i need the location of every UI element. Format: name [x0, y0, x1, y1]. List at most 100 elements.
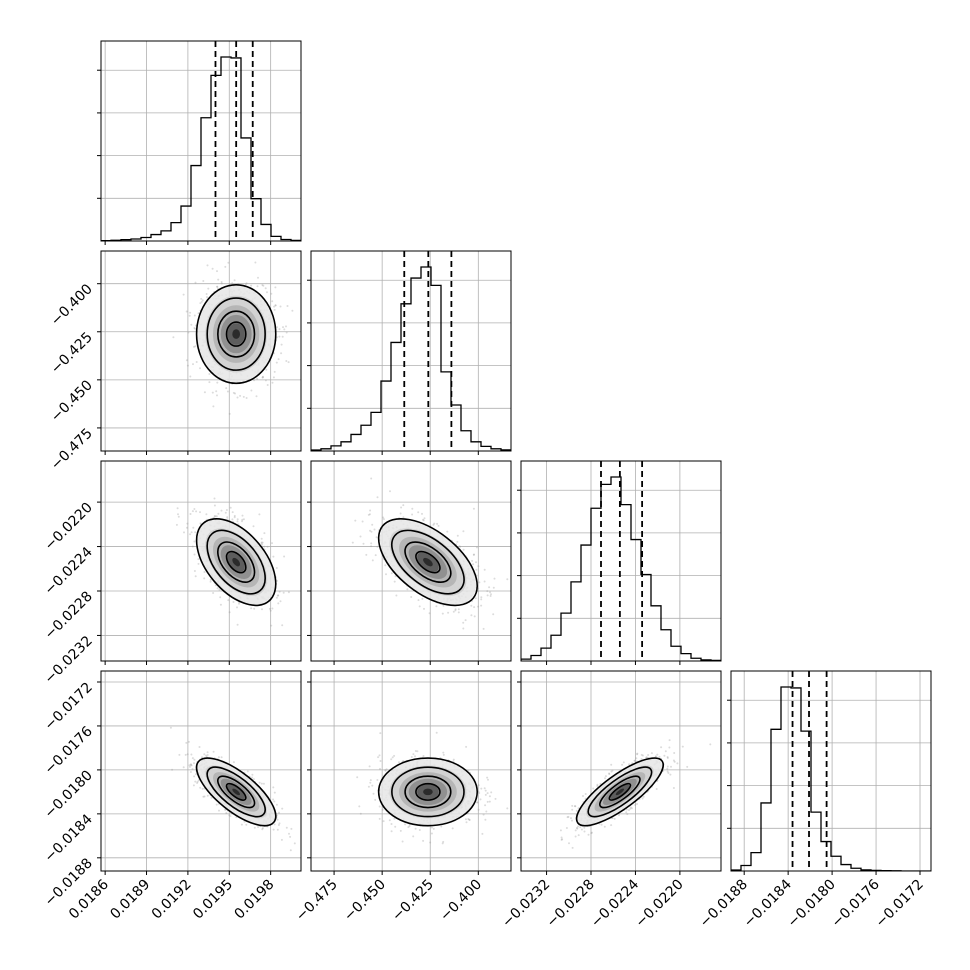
- sample-point: [241, 518, 244, 521]
- sample-point: [369, 779, 372, 782]
- sample-point: [429, 841, 432, 844]
- sample-point: [276, 326, 278, 329]
- scatter-panel-3-2: [517, 670, 722, 875]
- sample-point: [188, 764, 191, 767]
- panel-frame: [100, 250, 302, 452]
- sample-point: [488, 800, 491, 803]
- sample-point: [256, 285, 259, 288]
- sample-point: [493, 577, 496, 580]
- sample-point: [214, 515, 217, 518]
- sample-point: [410, 756, 413, 758]
- sample-point: [172, 336, 175, 339]
- sample-point: [480, 598, 483, 601]
- sample-point: [251, 776, 254, 779]
- sample-point: [384, 769, 387, 772]
- sample-point: [229, 815, 232, 818]
- sample-point: [213, 504, 216, 507]
- sample-point: [203, 795, 206, 798]
- sample-point: [484, 818, 487, 821]
- sample-point: [462, 548, 465, 551]
- sample-point: [191, 757, 194, 760]
- sample-point: [198, 746, 201, 748]
- sample-point: [184, 753, 187, 756]
- sample-point: [422, 839, 425, 842]
- sample-point: [199, 511, 201, 514]
- sample-point: [232, 761, 235, 764]
- sample-point: [258, 781, 261, 784]
- sample-point: [265, 368, 268, 371]
- sample-point: [202, 795, 205, 798]
- sample-point: [177, 515, 180, 518]
- sample-point: [236, 520, 239, 523]
- contour-0: [195, 283, 277, 385]
- sample-point: [253, 607, 256, 610]
- sample-point: [271, 542, 273, 545]
- sample-point: [256, 377, 259, 380]
- sample-point: [193, 762, 195, 765]
- sample-point: [482, 813, 485, 816]
- sample-point: [215, 390, 218, 393]
- sample-point: [477, 808, 480, 811]
- sample-point: [257, 826, 260, 828]
- sample-point: [220, 281, 223, 283]
- sample-point: [216, 587, 219, 590]
- sample-point: [361, 520, 364, 523]
- sample-point: [274, 304, 277, 307]
- sample-point: [462, 627, 465, 630]
- sample-point: [233, 516, 236, 519]
- sample-point: [208, 373, 211, 375]
- sample-point: [239, 394, 242, 397]
- sample-point: [590, 832, 593, 835]
- sample-point: [285, 325, 287, 328]
- sample-point: [189, 513, 192, 515]
- sample-point: [416, 750, 419, 753]
- sample-point: [194, 281, 197, 284]
- sample-point: [225, 387, 228, 390]
- sample-point: [626, 813, 629, 816]
- sample-point: [452, 610, 455, 613]
- sample-point: [480, 596, 483, 599]
- contour-3: [415, 550, 441, 574]
- sample-point: [452, 758, 455, 761]
- sample-point: [277, 824, 280, 826]
- sample-point: [417, 511, 420, 514]
- sample-point: [261, 608, 263, 611]
- sample-point: [185, 359, 188, 362]
- sample-point: [275, 596, 278, 599]
- sample-point: [459, 545, 462, 548]
- sample-point: [287, 361, 290, 364]
- sample-point: [171, 768, 174, 771]
- sample-point: [368, 513, 371, 516]
- sample-point: [446, 530, 449, 533]
- sample-point: [212, 592, 215, 594]
- sample-point: [190, 764, 193, 767]
- sample-point: [200, 300, 203, 303]
- sample-point: [246, 770, 249, 773]
- sample-point: [241, 514, 244, 517]
- sample-point: [244, 283, 247, 286]
- sample-point: [203, 577, 206, 580]
- sample-point: [224, 265, 227, 268]
- sample-point: [209, 578, 212, 581]
- sample-point: [202, 280, 205, 282]
- sample-point: [262, 284, 265, 287]
- sample-point: [435, 731, 438, 734]
- contour-2: [404, 775, 452, 809]
- sample-point: [228, 814, 231, 817]
- sample-point: [290, 827, 293, 830]
- sample-point: [389, 490, 391, 493]
- sample-point: [280, 343, 283, 346]
- sample-point: [260, 541, 263, 544]
- sample-point: [575, 826, 578, 829]
- sample-point: [610, 763, 613, 766]
- sample-point: [467, 818, 470, 820]
- panel-frame: [310, 670, 512, 872]
- sample-point: [417, 599, 420, 602]
- sample-point: [192, 526, 195, 529]
- sample-point: [206, 264, 209, 267]
- sample-point: [428, 612, 431, 615]
- sample-point: [373, 528, 376, 531]
- sample-point: [285, 826, 288, 829]
- sample-point: [381, 808, 384, 811]
